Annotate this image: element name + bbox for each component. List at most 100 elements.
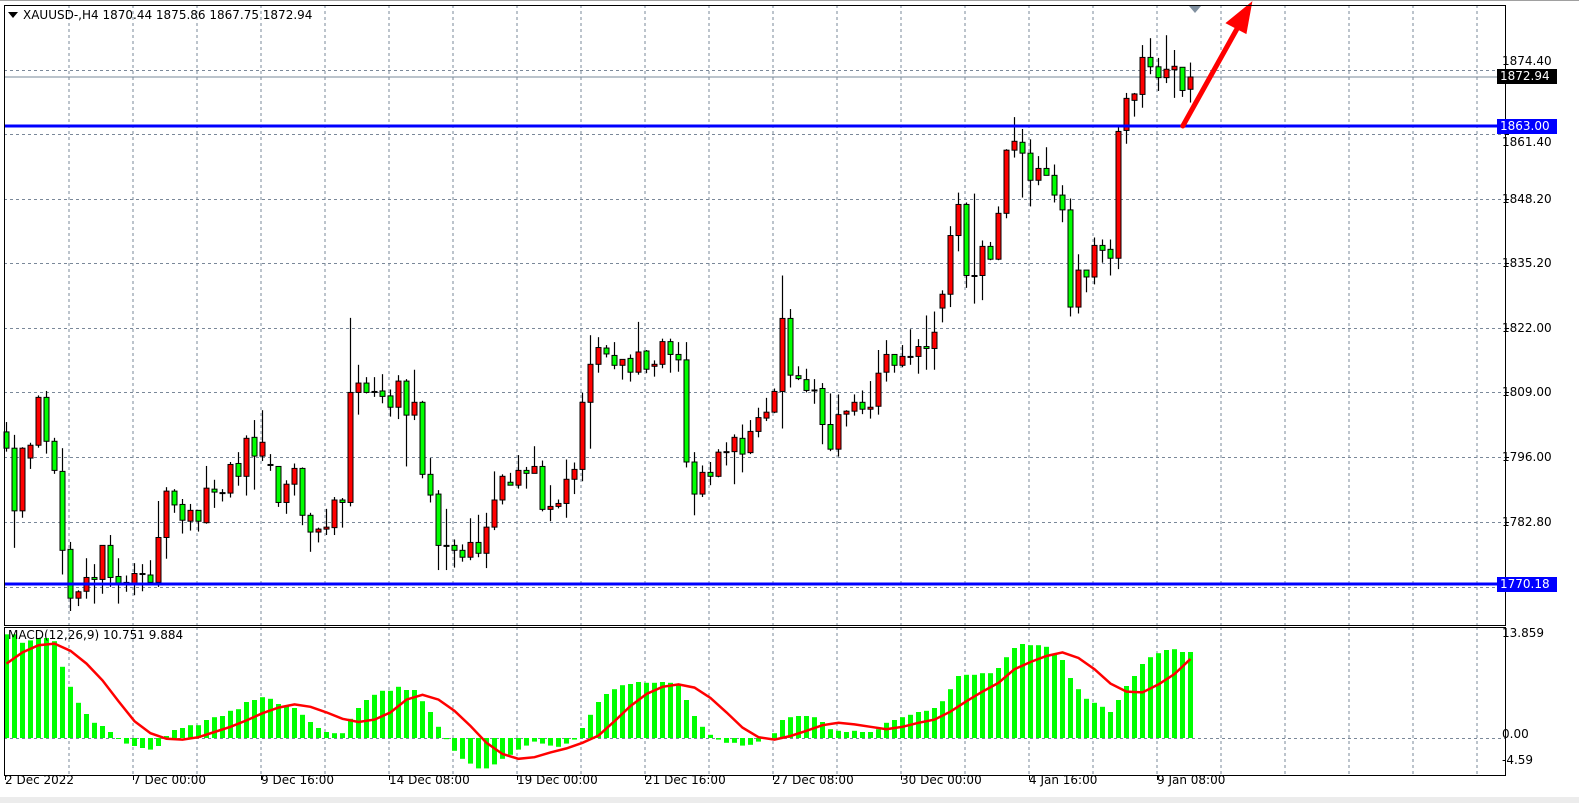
candle-bullish: [659, 341, 666, 365]
macd-histogram-bar: [516, 738, 521, 750]
candle-bullish: [731, 436, 738, 453]
candle-bearish: [1147, 56, 1154, 68]
candle-bullish: [291, 467, 298, 485]
candle-bearish: [403, 380, 410, 416]
macd-histogram-bar: [92, 722, 97, 738]
macd-histogram-bar: [420, 701, 425, 738]
macd-histogram-bar: [172, 730, 177, 738]
macd-histogram-bar: [964, 674, 969, 738]
price-axis-label: 1809.00: [1502, 385, 1552, 400]
candle-bearish: [275, 465, 282, 503]
candle-bearish: [387, 395, 394, 408]
macd-histogram-bar: [788, 717, 793, 738]
macd-histogram-bar: [12, 634, 17, 738]
candle-bullish: [899, 355, 906, 366]
candle-bearish: [1051, 174, 1058, 196]
macd-histogram-bar: [140, 738, 145, 748]
macd-histogram-bar: [732, 738, 737, 743]
macd-histogram-bar: [1092, 702, 1097, 738]
candle-bearish: [475, 541, 482, 554]
candle-bullish: [227, 463, 234, 494]
macd-histogram-bar: [1140, 664, 1145, 738]
macd-histogram-bar: [4, 634, 9, 738]
candle-bullish: [499, 475, 506, 501]
macd-histogram-bar: [324, 732, 329, 738]
macd-histogram-bar: [164, 736, 169, 738]
candle-bullish: [163, 490, 170, 538]
macd-histogram-bar: [988, 673, 993, 738]
macd-histogram-bar: [260, 697, 265, 738]
candle-bullish: [563, 478, 570, 504]
macd-histogram-bar: [52, 641, 57, 738]
macd-histogram-bar: [252, 700, 257, 738]
macd-histogram-bar: [1084, 698, 1089, 738]
macd-histogram-bar: [572, 738, 577, 740]
macd-histogram-bar: [908, 714, 913, 738]
candle-bullish: [811, 389, 818, 392]
macd-histogram-bar: [604, 694, 609, 738]
candle-bearish: [891, 353, 898, 366]
candle-bearish: [251, 436, 258, 457]
candle-bullish: [779, 317, 786, 392]
macd-histogram-bar: [396, 686, 401, 738]
macd-histogram-bar: [828, 729, 833, 738]
candle-bullish: [203, 487, 210, 524]
macd-histogram-bar: [1052, 654, 1057, 738]
candle-bullish: [1163, 68, 1170, 79]
dropdown-triangle-icon[interactable]: [8, 12, 18, 18]
macd-histogram-bar: [660, 682, 665, 738]
macd-histogram-bar: [364, 700, 369, 738]
macd-histogram-bar: [772, 733, 777, 738]
price-axis-label: 1796.00: [1502, 449, 1552, 464]
candle-bearish: [59, 470, 66, 551]
candle-bullish: [27, 444, 34, 459]
candle-bullish: [587, 363, 594, 403]
candle-bearish: [419, 401, 426, 475]
candle-bullish: [323, 526, 330, 530]
macd-histogram-bar: [708, 734, 713, 738]
macd-histogram-bar: [1044, 646, 1049, 738]
candle-bullish: [931, 331, 938, 350]
candle-bullish: [243, 437, 250, 477]
candle-bearish: [1099, 244, 1106, 251]
macd-histogram-bar: [940, 701, 945, 738]
current-price-label: 1872.94: [1497, 69, 1557, 84]
macd-histogram-bar: [540, 738, 545, 744]
macd-histogram-bar: [1060, 660, 1065, 738]
candle-bearish: [795, 375, 802, 380]
candle-bullish: [1003, 149, 1010, 214]
macd-histogram-bar: [636, 682, 641, 738]
macd-histogram-bar: [1100, 706, 1105, 738]
macd-histogram-bar: [444, 738, 449, 740]
macd-histogram-bar: [844, 732, 849, 738]
macd-histogram-bar: [972, 674, 977, 738]
candle-bullish: [835, 414, 842, 450]
candle-bullish: [947, 235, 954, 295]
time-axis-label: 9 Dec 16:00: [261, 773, 335, 787]
macd-histogram-bar: [596, 702, 601, 738]
candle-bearish: [1059, 194, 1066, 211]
macd-histogram-bar: [388, 690, 393, 738]
macd-histogram-bar: [428, 712, 433, 738]
candle-bullish: [971, 275, 978, 278]
candle-bearish: [1043, 167, 1050, 176]
macd-histogram-bar: [468, 738, 473, 764]
macd-signal-line: [5, 642, 1192, 761]
macd-histogram-bar: [60, 666, 65, 738]
candle-bullish: [315, 528, 322, 533]
candle-bullish: [531, 465, 538, 474]
macd-histogram-bar: [532, 738, 537, 742]
macd-histogram-bar: [68, 686, 73, 738]
price-axis-label: 1848.20: [1502, 192, 1552, 207]
macd-histogram-bar: [20, 642, 25, 738]
macd-histogram-bar: [28, 640, 33, 738]
macd-histogram-bar: [196, 725, 201, 738]
macd-histogram-bar: [676, 685, 681, 738]
candle-bullish: [955, 203, 962, 237]
macd-histogram-bar: [620, 685, 625, 738]
candle-bullish: [939, 293, 946, 309]
candle-bullish: [491, 499, 498, 528]
